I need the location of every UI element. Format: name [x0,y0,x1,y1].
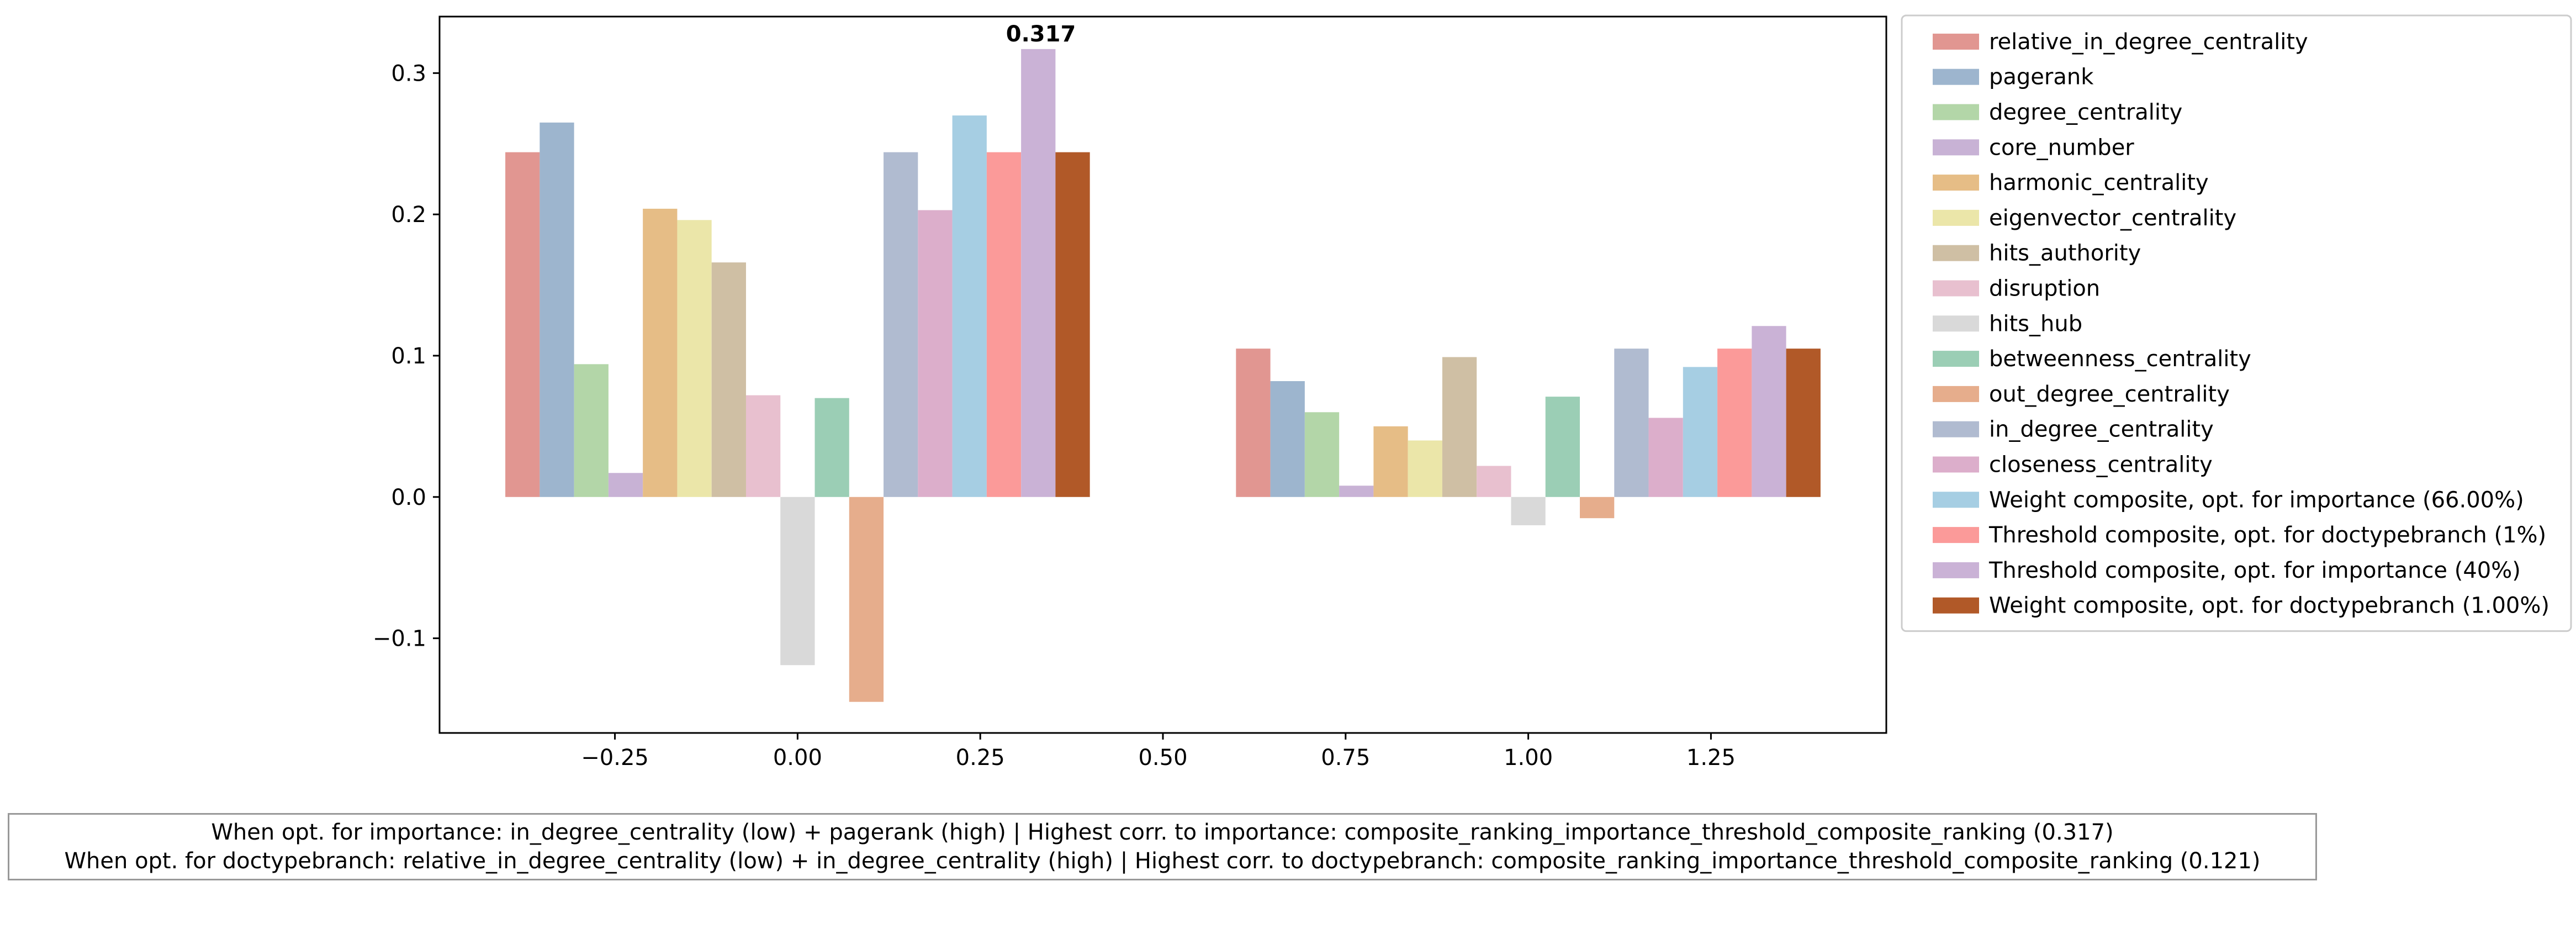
legend-swatch [1933,386,1979,402]
legend-swatch [1933,562,1979,578]
legend-label: Weight composite, opt. for doctypebranch… [1989,593,2549,619]
legend-swatch [1933,245,1979,261]
axes-layer: −0.25 0.00 0.25 0.50 0.75 1.00 1.25 −0.1 0.0 0.1 0… [373,15,1887,771]
bar [1545,397,1580,497]
legend-label: core_number [1989,135,2134,160]
legend-label: Threshold composite, opt. for importance… [1988,558,2521,583]
legend-label: harmonic_centrality [1989,170,2209,196]
legend-label: out_degree_centrality [1989,382,2230,407]
bar [1580,497,1615,519]
bar [849,497,884,702]
legend-swatch [1933,315,1979,332]
bar [1304,412,1340,497]
bar [1477,466,1511,497]
y-tick-label: 0.2 [391,202,426,228]
bar [1648,418,1683,497]
legend-label: in_degree_centrality [1989,417,2214,442]
legend-swatch [1933,597,1979,614]
y-tick-label: −0.1 [373,626,426,652]
bar [884,152,918,497]
legend-label: relative_in_degree_centrality [1989,29,2308,55]
y-tick-label: 0.3 [391,61,426,86]
caption-line-importance: When opt. for importance: in_degree_cent… [211,820,2114,845]
bar [1614,349,1649,497]
bar [1339,486,1374,497]
bar [539,122,574,497]
bar [814,398,849,497]
bar [711,262,746,497]
legend-swatch [1933,280,1979,297]
x-tick-label: 0.75 [1321,745,1370,771]
bars-layer: 0.317 [505,22,1821,702]
bar [1270,381,1305,497]
legend-label: closeness_centrality [1989,452,2213,478]
legend-swatch [1933,421,1979,437]
bar [1442,357,1477,497]
caption-box: When opt. for importance: in_degree_cent… [8,813,2317,880]
legend-label: betweenness_centrality [1989,346,2251,372]
bar [574,364,609,497]
bar [1717,349,1752,497]
bar [1683,367,1718,497]
caption-line-doctypebranch: When opt. for doctypebranch: relative_in… [64,848,2261,874]
legend-label: hits_hub [1989,311,2082,336]
bar [1373,426,1408,497]
legend-swatch [1933,33,1979,50]
bar [1786,349,1821,497]
y-tick-label: 0.0 [391,485,426,510]
legend-label: Weight composite, opt. for importance (6… [1989,487,2524,513]
legend-swatch [1933,527,1979,543]
bar [1752,326,1786,497]
x-tick-label: 0.25 [956,745,1005,771]
legend-label: eigenvector_centrality [1989,205,2236,231]
bar [643,208,678,497]
legend-label: degree_centrality [1989,100,2182,125]
bar [780,497,815,666]
legend-swatch [1933,68,1979,85]
bar [1511,497,1546,525]
bar [608,473,643,497]
bar [677,220,712,497]
peak-value-label: 0.317 [1006,22,1076,47]
bar [1021,49,1056,497]
legend-label: Threshold composite, opt. for doctypebra… [1988,523,2546,548]
legend-swatch [1933,139,1979,156]
legend-label: disruption [1989,276,2100,302]
legend-box [1901,14,2572,632]
legend-swatch [1933,175,1979,191]
legend-swatch [1933,351,1979,367]
bar [986,152,1022,497]
bar [1408,440,1442,497]
x-tick-label: 0.50 [1138,745,1187,771]
x-tick-label: 1.00 [1504,745,1553,771]
x-tick-label: 0.00 [773,745,822,771]
x-tick-label: −0.25 [581,745,649,771]
legend-label: hits_authority [1989,241,2141,266]
bar [952,115,987,497]
x-tick-label: 1.25 [1686,745,1736,771]
bar [1236,349,1271,497]
legend-swatch [1933,456,1979,473]
bar [918,210,953,497]
legend-swatch [1933,492,1979,508]
legend-label: pagerank [1989,65,2094,90]
legend-swatch [1933,104,1979,120]
bar [745,395,781,497]
bar [1055,152,1090,497]
bar [505,152,540,497]
legend-swatch [1933,209,1979,226]
legend: relative_in_degree_centrality pagerank deg… [1901,14,2572,632]
y-tick-label: 0.1 [391,344,426,369]
